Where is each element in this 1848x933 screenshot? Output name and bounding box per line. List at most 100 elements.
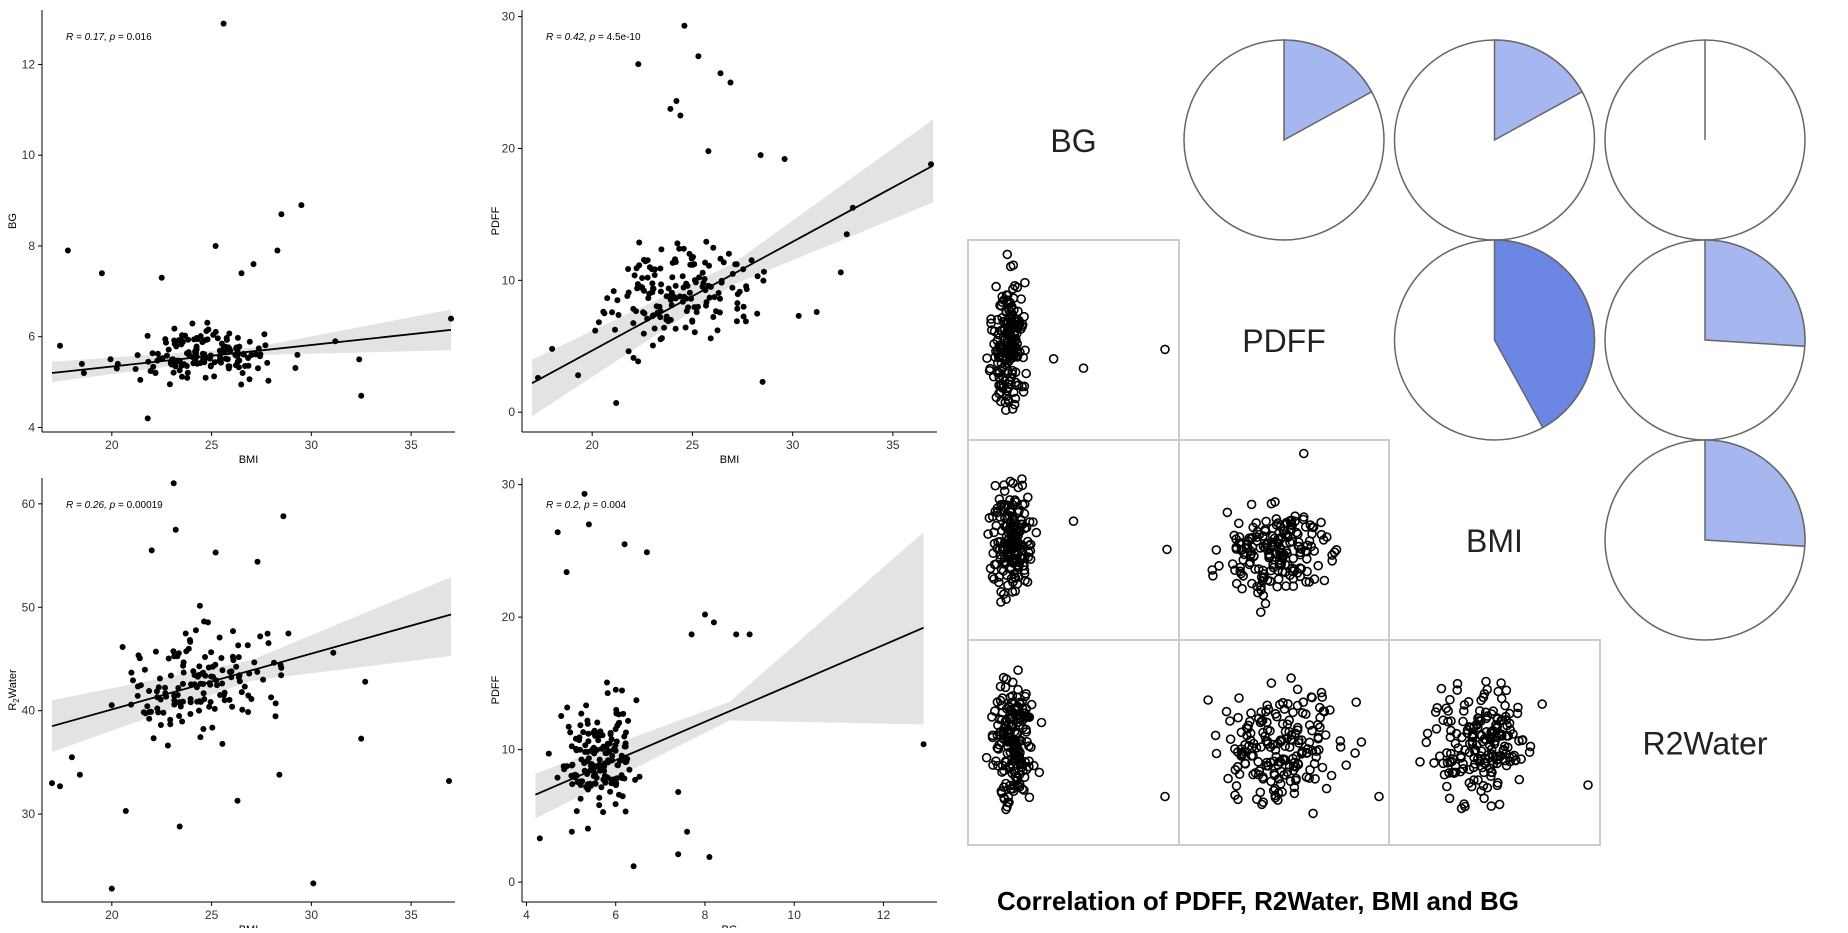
data-point [210, 331, 217, 338]
data-point [705, 148, 712, 155]
data-point [179, 332, 185, 339]
matrix-data-point [1026, 699, 1037, 710]
data-point [207, 681, 214, 688]
data-point [136, 655, 143, 662]
data-point [165, 346, 172, 353]
matrix-data-point [1257, 576, 1268, 586]
data-point [148, 547, 155, 554]
correlation-annotation: R = 0.17, p = 0.016 [66, 32, 152, 43]
data-point [68, 754, 75, 761]
matrix-data-point [1021, 727, 1032, 737]
matrix-data-point [1470, 745, 1481, 755]
data-point [583, 702, 590, 709]
matrix-data-point [999, 324, 1010, 335]
data-point [573, 808, 580, 815]
data-point [592, 327, 599, 334]
matrix-data-point [1524, 747, 1535, 758]
data-point [621, 775, 628, 782]
data-point [221, 689, 228, 696]
data-point [197, 333, 204, 340]
data-point [625, 289, 632, 296]
matrix-data-point [1315, 712, 1325, 723]
data-point [233, 663, 240, 670]
data-point [577, 782, 584, 788]
matrix-data-point [1496, 715, 1507, 726]
data-point [585, 738, 592, 745]
matrix-data-point [1508, 729, 1518, 739]
matrix-data-point [992, 697, 1003, 707]
matrix-data-point [1511, 755, 1521, 765]
data-point [171, 325, 178, 332]
matrix-data-point [1001, 307, 1011, 318]
matrix-data-point [1247, 578, 1257, 589]
data-point [710, 619, 717, 626]
data-point [180, 662, 187, 669]
data-point [194, 360, 201, 367]
data-point [57, 342, 63, 349]
data-point [684, 282, 691, 289]
data-point [183, 648, 190, 655]
data-point [682, 324, 689, 331]
matrix-data-point [1469, 775, 1479, 785]
matrix-data-point [1017, 474, 1027, 484]
matrix-data-point [1301, 709, 1311, 719]
matrix-data-point [998, 589, 1009, 600]
matrix-data-point [1272, 581, 1282, 592]
matrix-data-point [1491, 755, 1502, 765]
data-point [675, 851, 682, 858]
matrix-data-point [1019, 553, 1030, 563]
data-point [734, 300, 741, 307]
matrix-data-point [1002, 385, 1012, 396]
matrix-data-point [1431, 723, 1442, 734]
matrix-data-point [1006, 343, 1017, 354]
matrix-data-point [1329, 547, 1340, 558]
data-point [212, 549, 219, 556]
matrix-data-point [1301, 772, 1312, 782]
matrix-data-point [1251, 518, 1261, 528]
matrix-data-point [1316, 687, 1327, 698]
data-point [292, 365, 299, 371]
matrix-data-point [1007, 404, 1018, 414]
matrix-data-point [1018, 387, 1029, 397]
matrix-data-point [1004, 761, 1014, 772]
matrix-data-point [1231, 578, 1242, 589]
data-point [207, 699, 214, 705]
data-point [619, 687, 625, 694]
matrix-data-point [1256, 707, 1266, 717]
x-tick-label: 30 [305, 438, 319, 452]
matrix-data-point [1008, 577, 1018, 587]
data-point [250, 261, 257, 268]
data-point [690, 254, 696, 260]
data-point [182, 630, 189, 637]
x-tick-label: 35 [404, 908, 418, 922]
matrix-cell-border [967, 439, 1180, 641]
data-point [601, 767, 608, 774]
matrix-data-point [991, 281, 1001, 292]
y-tick-label: 6 [28, 330, 35, 344]
data-point [715, 290, 722, 296]
x-tick-label: 4 [523, 908, 530, 922]
matrix-data-point [1010, 393, 1021, 404]
matrix-data-point [998, 672, 1009, 683]
data-point [623, 756, 630, 762]
matrix-data-point [1350, 748, 1360, 758]
matrix-data-point [1237, 583, 1247, 594]
data-point [280, 513, 287, 520]
matrix-title: Correlation of PDFF, R2Water, BMI and BG [997, 886, 1519, 916]
data-point [298, 202, 305, 209]
data-point [696, 274, 703, 281]
data-point [261, 331, 268, 338]
data-point [200, 358, 207, 365]
matrix-data-point [1257, 799, 1267, 810]
data-point [653, 303, 660, 310]
data-point [577, 795, 584, 802]
data-point [199, 670, 206, 677]
matrix-data-point [1000, 521, 1011, 531]
data-point [633, 308, 639, 315]
data-point [186, 637, 193, 643]
data-point [229, 653, 236, 660]
matrix-data-point [1499, 741, 1510, 752]
data-point [588, 761, 595, 767]
matrix-data-point [1488, 706, 1498, 716]
matrix-data-point [1254, 769, 1264, 780]
